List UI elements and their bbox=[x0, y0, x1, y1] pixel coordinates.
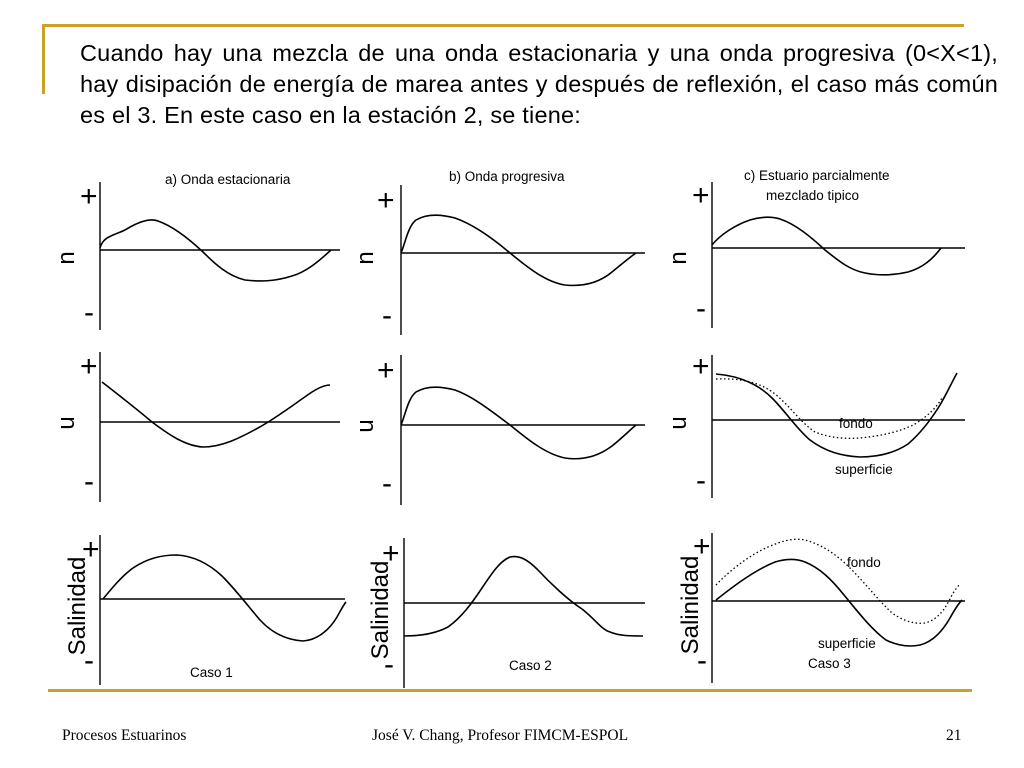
plus-sign: + bbox=[382, 537, 400, 570]
minus-sign: - bbox=[384, 648, 394, 681]
plus-sign: + bbox=[692, 179, 710, 212]
footer-page-number: 21 bbox=[946, 727, 962, 744]
u-superficie-label: superficie bbox=[835, 462, 893, 477]
panel-c-eta: + n - bbox=[665, 179, 965, 328]
panel-b-eta: + n - bbox=[352, 184, 645, 335]
s-superficie-label: superficie bbox=[818, 636, 876, 651]
minus-sign: - bbox=[84, 644, 94, 677]
minus-sign: - bbox=[696, 464, 706, 497]
row-label-salinity: Salinidad bbox=[677, 556, 704, 655]
s-fondo-label: fondo bbox=[847, 555, 881, 570]
plus-sign: + bbox=[82, 533, 100, 566]
row-label-eta: n bbox=[352, 251, 379, 264]
plus-sign: + bbox=[80, 180, 98, 213]
minus-sign: - bbox=[84, 296, 94, 329]
panel-c-salinity: + Salinidad - fondo superficie Caso 3 bbox=[677, 530, 965, 683]
panel-a-eta: + n - bbox=[53, 180, 340, 330]
panel-a-salinity: + Salinidad - Caso 1 bbox=[64, 533, 347, 685]
row-label-eta: n bbox=[665, 251, 692, 264]
row-label-u: u bbox=[665, 416, 692, 429]
minus-sign: - bbox=[697, 644, 707, 677]
row-label-u: u bbox=[53, 416, 80, 429]
row-label-eta: n bbox=[53, 251, 80, 264]
top-accent-rule bbox=[42, 24, 964, 27]
row-label-u: u bbox=[352, 419, 379, 432]
panel-c-u: + u - fondo superficie bbox=[665, 350, 965, 498]
left-accent-rule bbox=[42, 24, 45, 94]
plus-sign: + bbox=[693, 530, 711, 563]
footer-author: José V. Chang, Profesor FIMCM-ESPOL bbox=[372, 727, 629, 744]
panel-b-u: + u - bbox=[352, 354, 645, 505]
row-label-salinity: Salinidad bbox=[367, 561, 394, 660]
plus-sign: + bbox=[692, 350, 710, 383]
panel-b-salinity: + Salinidad - Caso 2 bbox=[367, 537, 645, 688]
plus-sign: + bbox=[377, 354, 395, 387]
case-label: Caso 1 bbox=[190, 665, 233, 680]
plus-sign: + bbox=[377, 184, 395, 217]
row-label-salinity: Salinidad bbox=[64, 557, 91, 656]
minus-sign: - bbox=[696, 292, 706, 325]
column-title-c-line2: mezclado tipico bbox=[766, 188, 859, 203]
minus-sign: - bbox=[84, 465, 94, 498]
panel-a-u: + u - bbox=[53, 350, 340, 502]
footer-course: Procesos Estuarinos bbox=[62, 727, 187, 744]
slide-body-text: Cuando hay una mezcla de una onda estaci… bbox=[80, 40, 998, 128]
minus-sign: - bbox=[382, 467, 392, 500]
column-title-c: c) Estuario parcialmente bbox=[744, 168, 890, 183]
plus-sign: + bbox=[80, 350, 98, 383]
column-title-b: b) Onda progresiva bbox=[449, 169, 565, 184]
bottom-accent-rule bbox=[48, 689, 972, 692]
minus-sign: - bbox=[382, 299, 392, 332]
u-fondo-label: fondo bbox=[839, 416, 873, 431]
column-title-a: a) Onda estacionaria bbox=[165, 172, 291, 187]
case-label: Caso 3 bbox=[808, 656, 851, 671]
case-label: Caso 2 bbox=[509, 658, 552, 673]
